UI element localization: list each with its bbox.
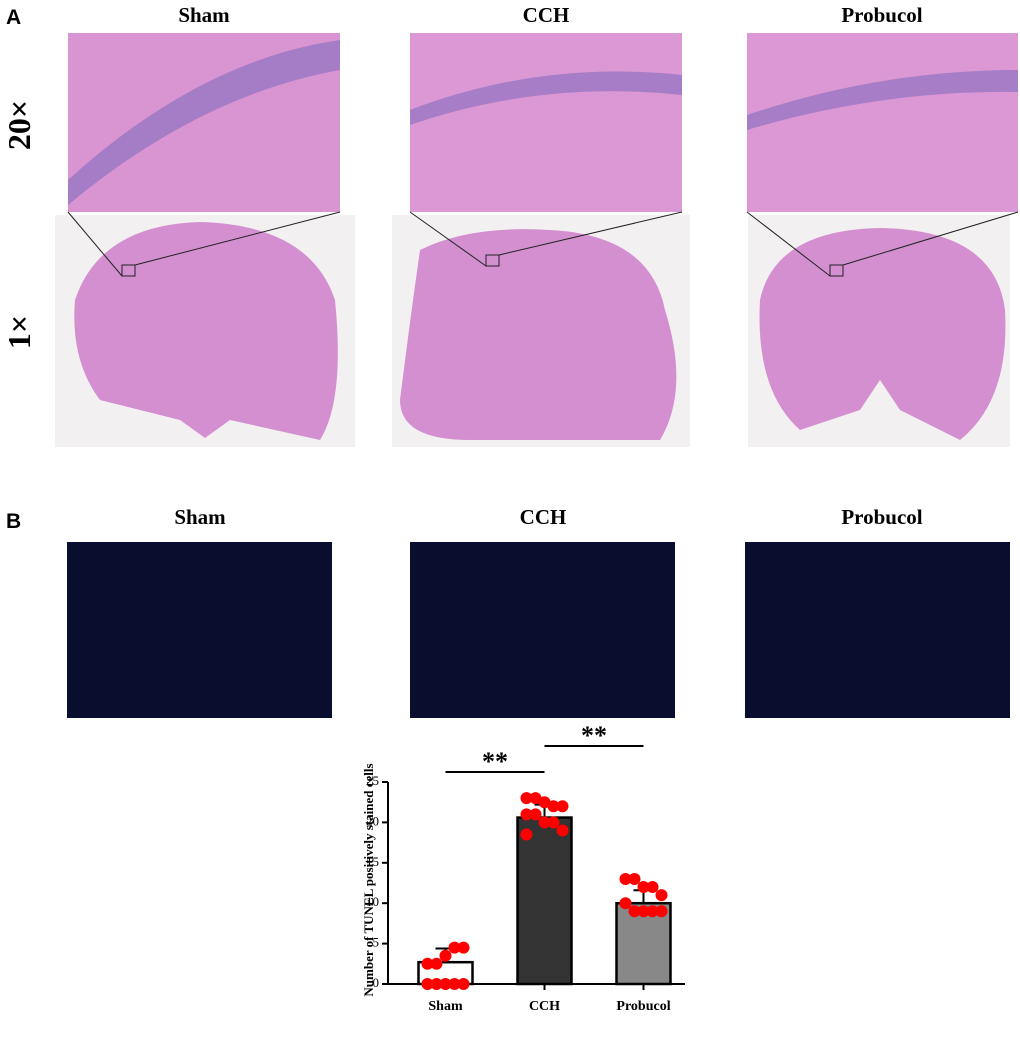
column-heading: Probucol	[841, 505, 922, 529]
data-point	[547, 800, 560, 813]
x-tick-label: Probucol	[616, 999, 670, 1014]
data-point	[421, 957, 434, 970]
data-point	[619, 872, 632, 885]
micrograph	[747, 33, 1018, 212]
data-point	[628, 905, 641, 918]
fluorescence-image	[410, 542, 675, 718]
panel-label: A	[6, 6, 21, 29]
column-heading: Sham	[178, 3, 230, 27]
x-tick-label: CCH	[529, 999, 560, 1014]
data-point	[556, 800, 569, 813]
data-point	[520, 828, 533, 841]
y-axis-label: Number of TUNEL positively stained cells	[361, 763, 376, 996]
y-tick-label: 5	[373, 935, 380, 950]
data-point	[430, 978, 443, 990]
fluorescence-image	[745, 542, 1010, 718]
panel-a-images	[55, 33, 1019, 447]
micrograph	[410, 33, 682, 212]
bar	[516, 816, 573, 986]
data-point	[457, 941, 470, 954]
significance-label: **	[581, 721, 607, 750]
column-heading: Sham	[174, 505, 226, 529]
data-point	[646, 881, 659, 894]
bar-chart: 0 5 10 15 20 25 Sham CCH Probucol ** **	[366, 721, 685, 1014]
data-point	[439, 978, 452, 990]
data-point	[628, 872, 641, 885]
data-point	[520, 792, 533, 805]
data-point	[637, 881, 650, 894]
data-point	[637, 905, 650, 918]
data-point	[646, 905, 659, 918]
column-heading: CCH	[523, 3, 570, 27]
data-point	[655, 905, 668, 918]
y-tick-label: 15	[366, 854, 379, 869]
data-point	[556, 824, 569, 837]
data-point	[619, 897, 632, 910]
y-tick-label: 20	[366, 813, 379, 828]
row-label: 1×	[1, 315, 37, 349]
y-tick-label: 0	[373, 975, 380, 990]
data-point	[529, 792, 542, 805]
data-point	[421, 978, 434, 990]
data-point	[430, 957, 443, 970]
data-point	[448, 978, 461, 990]
data-point	[457, 978, 470, 990]
row-label: 20×	[1, 100, 37, 150]
data-point	[655, 889, 668, 902]
data-point	[529, 808, 542, 821]
significance-label: **	[482, 747, 508, 776]
panel-b-images	[67, 542, 1010, 718]
data-point	[439, 949, 452, 962]
data-point	[547, 816, 560, 829]
x-tick-label: Sham	[428, 999, 463, 1014]
y-tick-label: 25	[366, 773, 379, 788]
data-point	[538, 796, 551, 809]
column-heading: CCH	[520, 505, 567, 529]
y-tick-label: 10	[366, 894, 379, 909]
fluorescence-image	[67, 542, 332, 718]
data-point	[538, 816, 551, 829]
data-point	[520, 808, 533, 821]
data-point	[448, 941, 461, 954]
column-heading: Probucol	[841, 3, 922, 27]
panel-label: B	[6, 510, 21, 533]
